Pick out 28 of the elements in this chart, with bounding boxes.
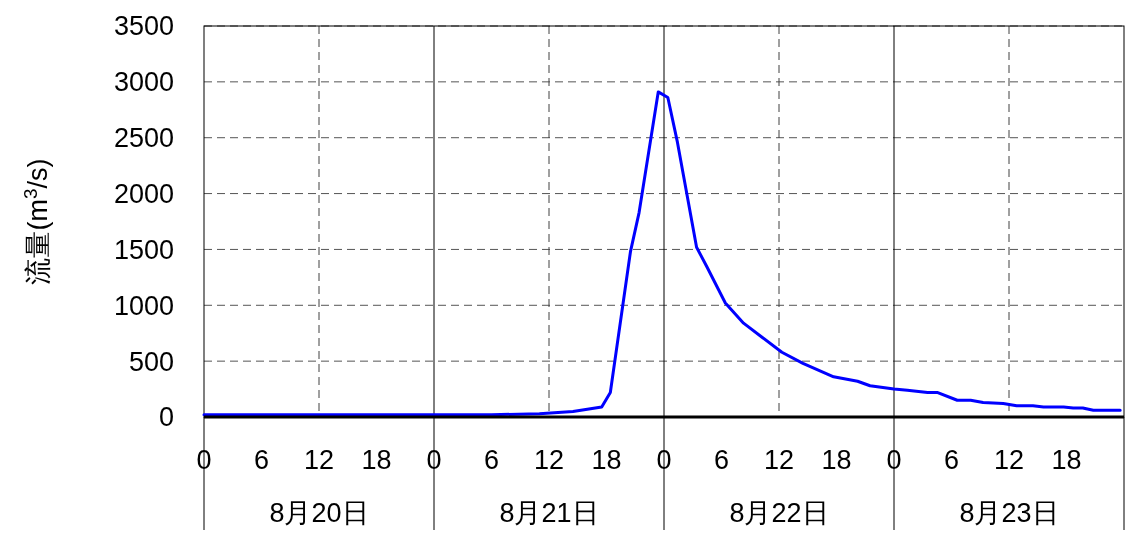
x-tick-label: 6 <box>483 445 500 475</box>
x-tick-label: 12 <box>533 445 565 475</box>
x-tick-label: 6 <box>713 445 730 475</box>
y-tick-label: 0 <box>158 402 174 433</box>
y-tick-label: 2000 <box>113 179 174 210</box>
y-tick-label: 3500 <box>113 11 174 42</box>
text: 8月20日 <box>269 498 369 528</box>
text: 8月21日 <box>499 498 599 528</box>
y-tick-label: 500 <box>128 346 174 377</box>
x-tick-label: 6 <box>943 445 960 475</box>
x-tick-label: 12 <box>303 445 335 475</box>
y-tick-label: 3000 <box>113 67 174 98</box>
x-tick-label: 18 <box>361 445 392 475</box>
x-tick-label: 12 <box>993 445 1025 475</box>
x-tick-label: 18 <box>591 445 622 475</box>
text: 8月23日 <box>959 498 1059 528</box>
x-tick-label: 12 <box>763 445 795 475</box>
x-tick-label: 18 <box>821 445 852 475</box>
text: 8月22日 <box>729 498 829 528</box>
x-tick-label: 18 <box>1051 445 1082 475</box>
x-tick-label: 0 <box>886 445 902 475</box>
x-tick-label: 0 <box>656 445 672 475</box>
x-tick-label: 0 <box>196 445 212 475</box>
y-tick-label: 2500 <box>113 123 174 154</box>
y-tick-label: 1000 <box>113 290 174 321</box>
x-tick-label: 6 <box>253 445 270 475</box>
x-tick-label: 0 <box>426 445 442 475</box>
y-tick-label: 1500 <box>113 234 174 265</box>
